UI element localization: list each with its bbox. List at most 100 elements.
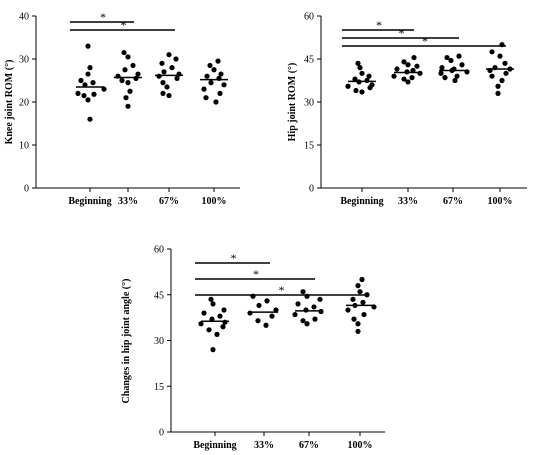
data-point xyxy=(217,90,223,96)
data-point xyxy=(210,301,216,307)
data-point xyxy=(439,65,445,71)
data-point xyxy=(391,73,397,79)
data-point xyxy=(159,60,165,66)
y-tick-label: 10 xyxy=(19,141,29,152)
data-point xyxy=(209,316,215,322)
data-point xyxy=(357,289,363,295)
data-point xyxy=(214,331,220,337)
y-tick-label: 15 xyxy=(304,141,314,152)
data-point xyxy=(355,328,361,334)
data-point xyxy=(204,73,210,79)
data-point xyxy=(497,53,503,59)
data-point xyxy=(359,89,365,95)
data-point xyxy=(256,302,262,309)
data-point xyxy=(355,60,361,66)
x-tick-label: 100% xyxy=(202,196,227,207)
y-tick-label: 60 xyxy=(304,12,314,23)
data-point xyxy=(355,321,361,327)
y-tick-label: 30 xyxy=(304,98,314,109)
data-point xyxy=(85,43,91,49)
data-point xyxy=(273,307,279,313)
x-tick-label: 67% xyxy=(443,196,463,207)
significance-marker: * xyxy=(399,26,405,40)
data-point xyxy=(394,66,400,72)
data-point xyxy=(364,292,370,298)
significance-marker: * xyxy=(121,18,127,32)
data-point xyxy=(75,90,81,96)
data-point xyxy=(495,90,501,96)
data-point xyxy=(82,82,88,88)
data-point xyxy=(210,347,216,353)
data-point xyxy=(87,116,93,122)
y-tick-label: 45 xyxy=(154,290,164,301)
y-axis-label: Hip joint ROM (°) xyxy=(287,63,298,142)
data-point xyxy=(174,75,180,81)
data-point xyxy=(91,91,97,97)
significance-marker: * xyxy=(422,34,428,48)
data-point xyxy=(300,318,306,324)
data-point xyxy=(217,313,223,319)
data-point xyxy=(417,70,423,76)
data-point xyxy=(499,77,505,84)
x-tick-label: Beginning xyxy=(68,196,111,207)
data-point xyxy=(444,54,450,61)
data-point xyxy=(317,296,323,302)
data-point xyxy=(164,84,170,90)
data-point xyxy=(207,62,213,69)
x-tick-label: 100% xyxy=(488,196,513,207)
data-point xyxy=(173,56,179,62)
y-tick-label: 30 xyxy=(19,55,29,66)
x-tick-label: Beginning xyxy=(193,440,236,451)
data-point xyxy=(495,83,501,89)
data-point xyxy=(401,59,407,65)
data-point xyxy=(127,88,133,94)
significance-marker: * xyxy=(279,283,285,297)
data-point xyxy=(292,311,298,318)
x-tick-label: 67% xyxy=(299,440,319,451)
data-point xyxy=(359,70,365,76)
y-tick-label: 0 xyxy=(309,184,314,195)
hip-rom-panel: 0 15 30 45 60 Beginning 33% 67% 100% Hip joint RO… xyxy=(287,12,527,207)
x-tick-label: 67% xyxy=(159,196,179,207)
data-point xyxy=(361,311,367,318)
data-point xyxy=(502,60,508,66)
y-tick-label: 20 xyxy=(19,98,29,109)
data-point xyxy=(405,79,411,85)
data-point xyxy=(121,49,127,56)
data-point xyxy=(351,316,357,322)
data-point xyxy=(213,99,219,105)
knee-rom-panel: 0 10 20 30 40 Beginning 33% 67% 100% Knee joint R… xyxy=(4,10,240,207)
data-point xyxy=(414,63,420,69)
data-point xyxy=(87,65,93,71)
data-point xyxy=(201,310,207,316)
data-point xyxy=(90,80,96,86)
data-point xyxy=(198,321,204,327)
data-point xyxy=(452,77,458,84)
data-point xyxy=(130,62,136,69)
significance-marker: * xyxy=(100,10,106,24)
data-point xyxy=(264,298,270,304)
data-point xyxy=(218,71,224,77)
data-point xyxy=(122,67,128,73)
data-point xyxy=(125,103,131,109)
data-point xyxy=(311,304,317,310)
data-point xyxy=(211,67,217,73)
y-axis-label: Knee joint ROM (°) xyxy=(4,60,15,145)
x-tick-label: 33% xyxy=(398,196,418,207)
data-point xyxy=(357,65,363,71)
y-tick-label: 45 xyxy=(304,55,314,66)
data-point xyxy=(169,65,175,71)
data-point xyxy=(85,71,91,77)
data-point xyxy=(201,86,207,92)
y-tick-label: 60 xyxy=(154,245,164,256)
y-tick-label: 40 xyxy=(19,12,29,23)
data-point xyxy=(125,54,131,60)
data-point xyxy=(161,69,167,75)
data-point xyxy=(353,87,359,94)
data-point xyxy=(208,296,214,302)
data-point xyxy=(366,73,372,79)
x-tick-label: 100% xyxy=(348,440,373,451)
data-point xyxy=(304,321,310,327)
data-point xyxy=(125,80,131,86)
y-tick-label: 15 xyxy=(154,382,164,393)
